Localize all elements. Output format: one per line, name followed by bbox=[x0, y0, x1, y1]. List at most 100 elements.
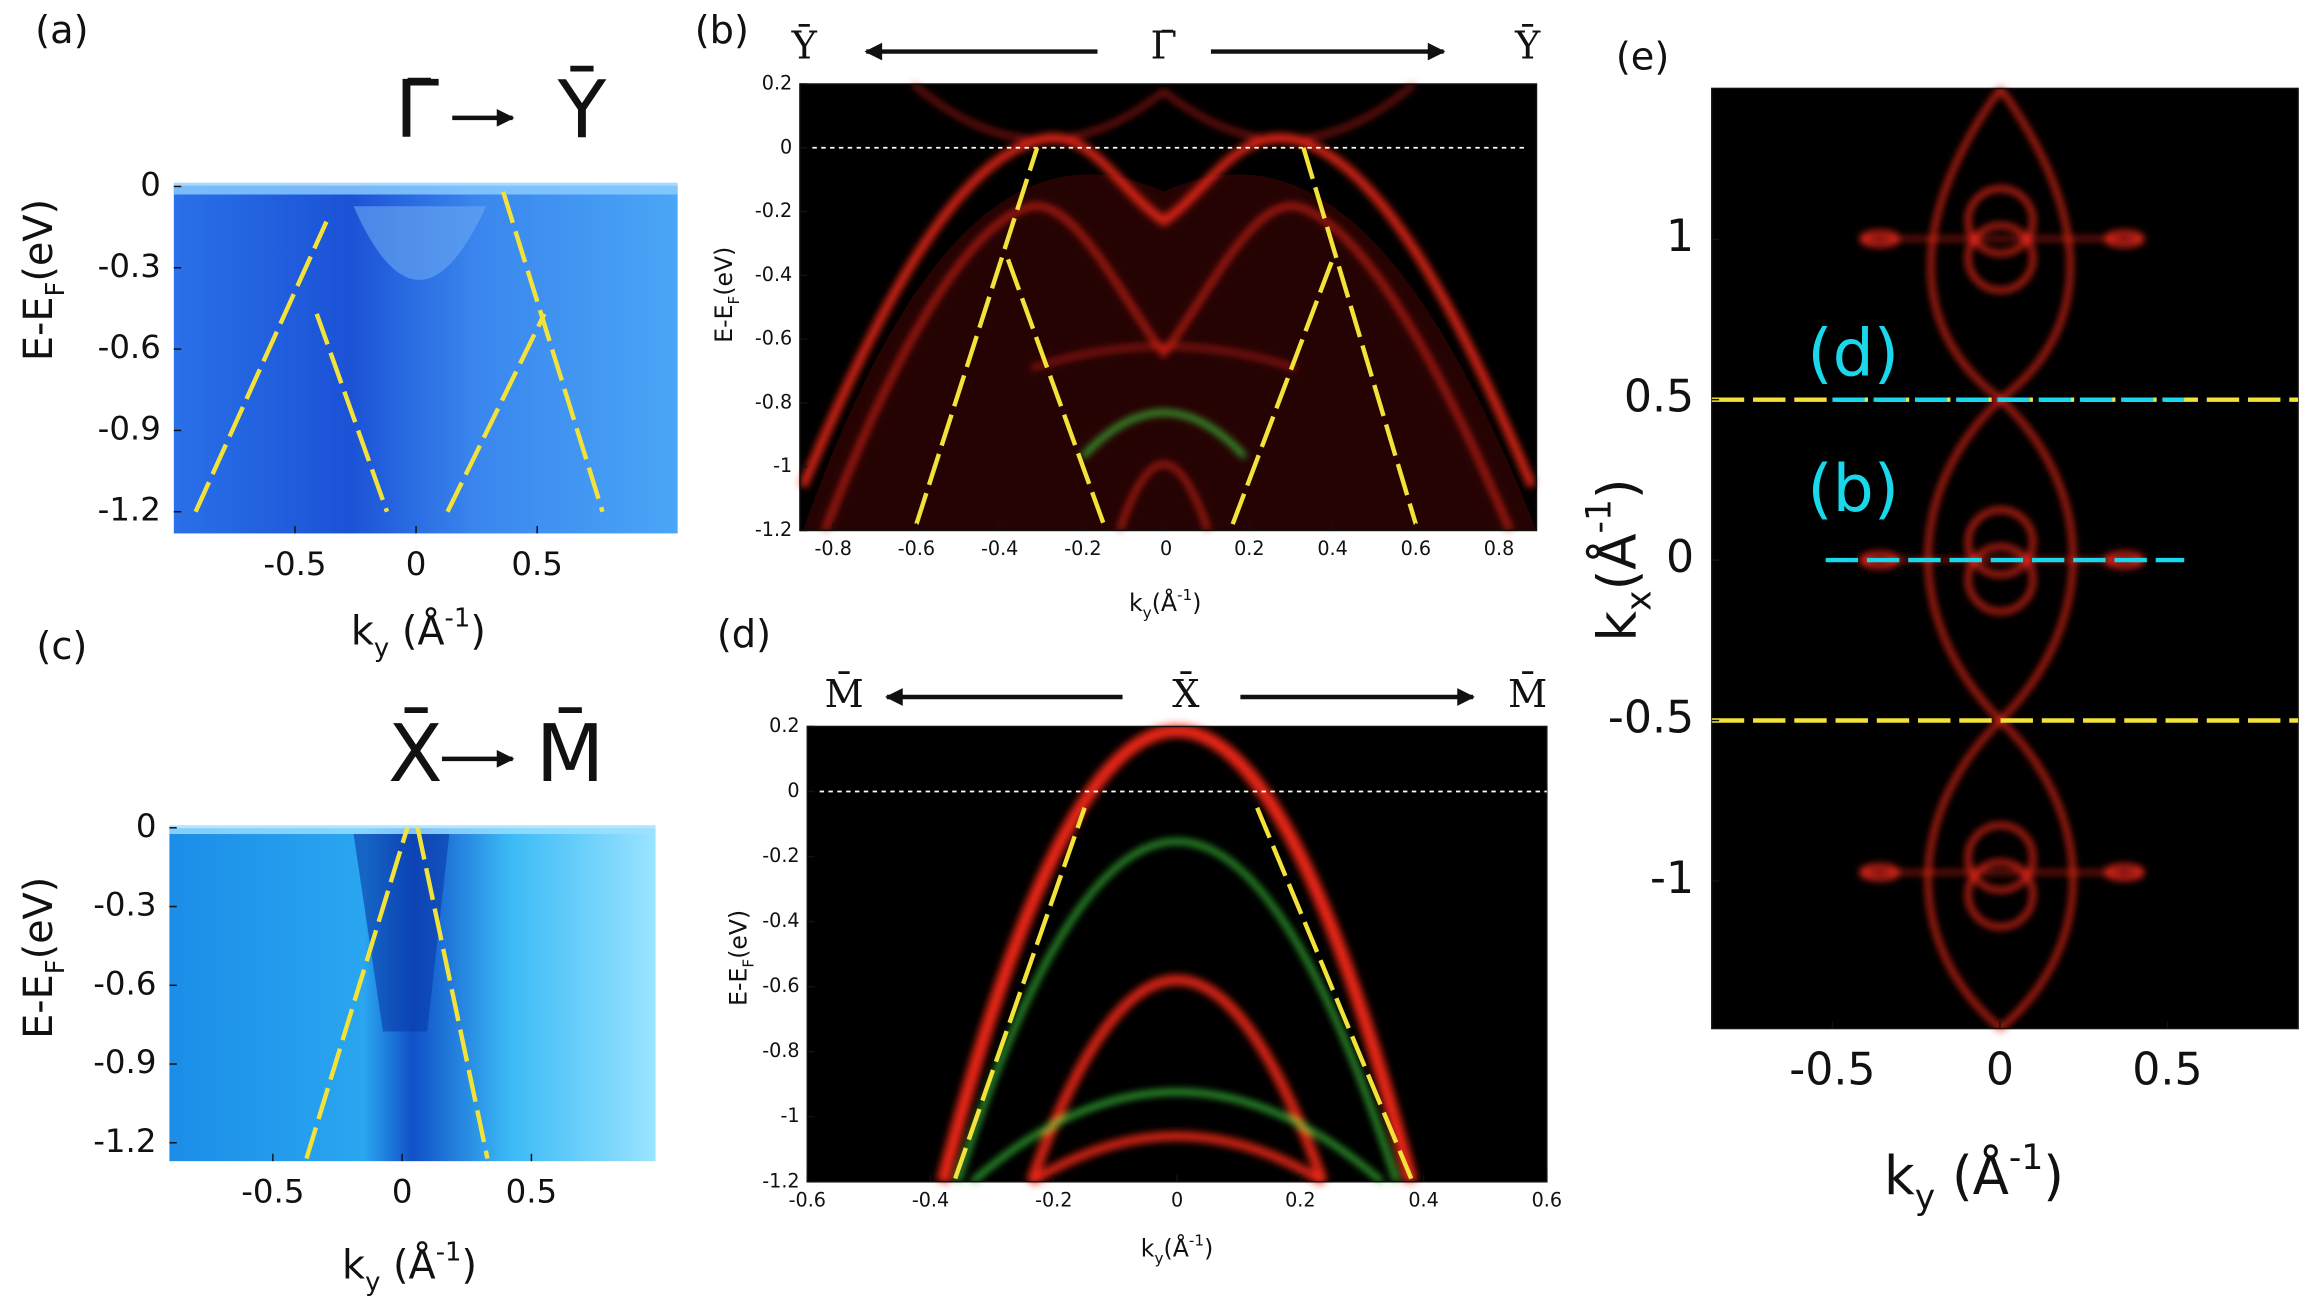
arrows bbox=[441, 42, 1475, 768]
y-tick-label: -0.6 bbox=[98, 328, 161, 366]
x-tick-label: -0.5 bbox=[1789, 1045, 1875, 1096]
label-part: (eV) bbox=[16, 877, 62, 960]
x-tick-label: 0.8 bbox=[1484, 537, 1514, 560]
label-part: -1 bbox=[1579, 499, 1619, 533]
spectrum-a bbox=[173, 26, 678, 534]
y-tick-label: 0.2 bbox=[769, 714, 799, 737]
y-tick-label: -0.9 bbox=[93, 1043, 156, 1081]
x-tick-label: -0.8 bbox=[815, 537, 852, 560]
annotation: M̄ bbox=[536, 706, 605, 800]
x-tick-label: -0.6 bbox=[898, 537, 935, 560]
label-part: (Å bbox=[1164, 1234, 1189, 1262]
label-part: E-E bbox=[709, 304, 737, 342]
x-tick-label: 0.6 bbox=[1401, 537, 1431, 560]
label-part: ) bbox=[462, 1242, 478, 1288]
y-tick-label: 0.5 bbox=[1624, 372, 1694, 423]
label-part: y bbox=[374, 633, 389, 663]
label-part: y bbox=[1154, 1249, 1163, 1267]
label-part: E-E bbox=[16, 296, 62, 361]
header-label: Γ̄ bbox=[1150, 24, 1177, 69]
y-tick-label: -0.8 bbox=[762, 1039, 799, 1062]
label-part: -1 bbox=[2009, 1137, 2043, 1177]
annotation: X̄ bbox=[388, 706, 442, 800]
label-part: (eV) bbox=[724, 910, 752, 959]
y-tick-label: -1.2 bbox=[93, 1122, 156, 1160]
x-tick-label: -0.5 bbox=[263, 545, 326, 583]
guide-line bbox=[304, 827, 410, 1160]
label-part: E-E bbox=[724, 968, 752, 1006]
label-part: (Å bbox=[1152, 589, 1177, 617]
plot-frame bbox=[1711, 87, 2299, 1030]
x-tick-label: -0.4 bbox=[981, 537, 1018, 560]
y-tick-label: -0.8 bbox=[755, 390, 792, 413]
y-tick-label: -0.5 bbox=[1608, 693, 1694, 744]
label-part: y bbox=[365, 1267, 380, 1297]
label-part: ) bbox=[470, 608, 486, 654]
y-tick-label: 0 bbox=[136, 807, 157, 845]
guide-line bbox=[1255, 806, 1414, 1180]
annotation: (d) bbox=[1807, 317, 1899, 392]
label-part: ) bbox=[1192, 589, 1201, 617]
y-tick-label: -1.2 bbox=[755, 518, 792, 541]
x-tick-label: 0.5 bbox=[506, 1173, 558, 1211]
guide-line bbox=[1301, 147, 1418, 525]
y-axis-label: E-EF(eV) bbox=[16, 877, 71, 1039]
y-tick-label: 0.2 bbox=[762, 71, 792, 94]
label-part: (Å bbox=[380, 1241, 435, 1288]
label-part: F bbox=[724, 296, 742, 305]
guide-line bbox=[914, 147, 1040, 525]
y-tick-label: 0 bbox=[787, 779, 799, 802]
x-axis-label: ky(Å-1) bbox=[1129, 586, 1202, 622]
header-label: M̄ bbox=[1508, 670, 1547, 717]
x-tick-label: 0 bbox=[1986, 1045, 2014, 1096]
x-tick-label: -0.4 bbox=[912, 1188, 949, 1211]
y-tick-label: -1.2 bbox=[98, 491, 161, 529]
y-tick-label: -0.4 bbox=[762, 909, 799, 932]
y-tick-label: 0 bbox=[1666, 532, 1694, 583]
y-tick-label: 0 bbox=[140, 165, 161, 203]
x-tick-label: -0.5 bbox=[241, 1173, 304, 1211]
header-label: X̄ bbox=[1172, 670, 1200, 717]
y-tick-label: -0.4 bbox=[755, 263, 792, 286]
label-part: k bbox=[1586, 611, 1648, 642]
y-axis-label: kx(Å-1) bbox=[1579, 478, 1659, 641]
label-part: y bbox=[1915, 1177, 1935, 1217]
panel-label: (a) bbox=[35, 8, 88, 53]
annotation: (b) bbox=[1807, 452, 1899, 527]
guide-line bbox=[953, 807, 1087, 1180]
label-part: k bbox=[351, 608, 374, 654]
header-label: Ȳ bbox=[1514, 24, 1541, 69]
label-part: F bbox=[41, 282, 71, 297]
label-part: k bbox=[1141, 1234, 1155, 1262]
x-tick-label: 0.2 bbox=[1234, 537, 1264, 560]
y-tick-label: -0.6 bbox=[755, 327, 792, 350]
label-part: F bbox=[41, 959, 71, 974]
y-tick-label: -1 bbox=[781, 1104, 800, 1127]
label-part: -1 bbox=[436, 1237, 462, 1267]
label-part: (Å bbox=[1935, 1142, 2009, 1206]
header-label: Ȳ bbox=[791, 24, 818, 69]
y-tick-label: -0.3 bbox=[93, 886, 156, 924]
y-tick-label: -0.2 bbox=[762, 844, 799, 867]
guide-line bbox=[193, 220, 329, 513]
x-axis-label: ky (Å-1) bbox=[1884, 1137, 2064, 1217]
panel-label: (d) bbox=[717, 612, 771, 657]
label-part: k bbox=[1884, 1144, 1915, 1206]
y-axis-label: E-EF(eV) bbox=[16, 199, 71, 361]
label-part: (Å bbox=[1584, 533, 1648, 590]
x-tick-label: 0.4 bbox=[1317, 537, 1347, 560]
panel-label: (c) bbox=[36, 624, 87, 669]
y-axis-label: E-EF(eV) bbox=[709, 247, 742, 343]
y-tick-label: -0.6 bbox=[93, 964, 156, 1002]
x-tick-label: 0.5 bbox=[511, 545, 563, 583]
label-part: (Å bbox=[389, 607, 444, 654]
label-part: ) bbox=[1204, 1234, 1213, 1262]
x-axis-label: ky (Å-1) bbox=[342, 1237, 477, 1297]
spectrum-c bbox=[169, 680, 656, 1162]
label-part: E-E bbox=[16, 974, 62, 1039]
y-tick-label: -1.2 bbox=[762, 1169, 799, 1192]
y-tick-label: 1 bbox=[1666, 211, 1694, 262]
y-axis-label: E-EF(eV) bbox=[724, 910, 757, 1006]
guide-line bbox=[314, 313, 390, 513]
label-part: ) bbox=[2043, 1144, 2064, 1206]
